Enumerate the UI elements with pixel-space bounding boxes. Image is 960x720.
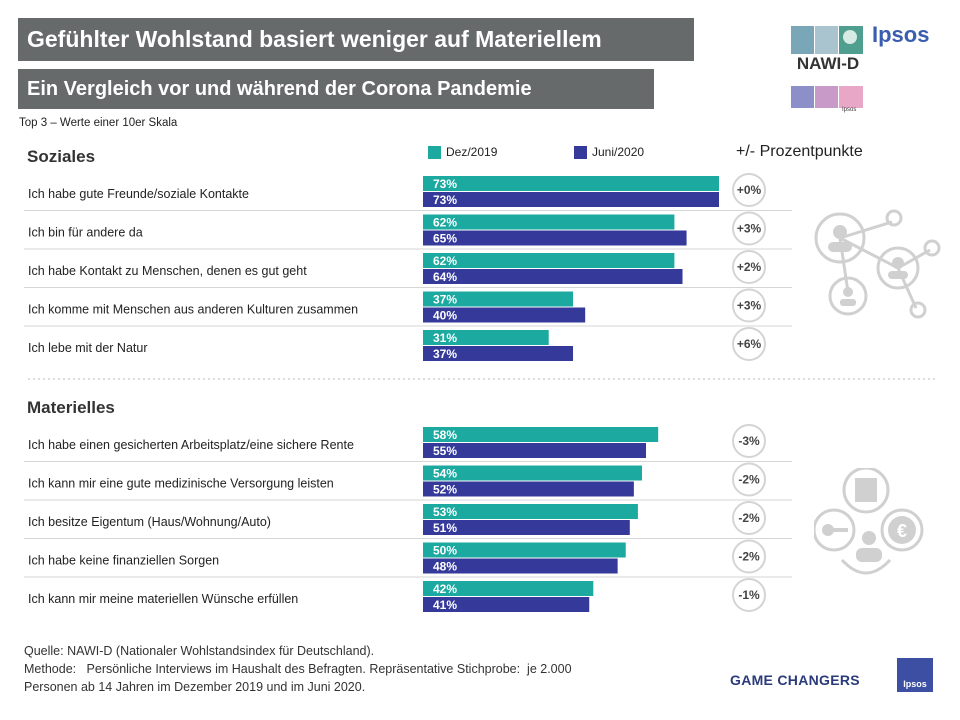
social-network-icon: [814, 209, 941, 319]
bar: [423, 558, 618, 574]
bar-value-label: 52%: [433, 483, 457, 497]
bar-value-label: 58%: [433, 428, 457, 442]
legend-item-dez2019: Dez/2019: [428, 145, 497, 159]
change-badge: [732, 578, 766, 612]
bar-value-label: 51%: [433, 521, 457, 535]
change-badge: [732, 539, 766, 574]
section-title: Soziales: [27, 147, 96, 166]
change-value: +0%: [737, 183, 762, 197]
bar-value-label: 37%: [433, 293, 457, 307]
bar: [423, 269, 683, 284]
bar: [423, 230, 687, 246]
change-badge: [732, 501, 766, 535]
change-value: +3%: [737, 222, 762, 236]
change-value: -2%: [738, 550, 760, 564]
category-label: Ich komme mit Menschen aus anderen Kultu…: [28, 303, 358, 317]
legend-swatch: [574, 145, 587, 159]
change-column-header: +/- Prozentpunkte: [736, 143, 863, 160]
bar: [423, 465, 642, 481]
material-assets-icon: € €: [814, 468, 924, 575]
scale-note: Top 3 – Werte einer 10er Skala: [19, 117, 178, 129]
change-badge: [732, 462, 766, 497]
change-badge: [732, 173, 766, 207]
bar: [423, 427, 659, 442]
method-line: Methode: Persönliche Interviews im Haush…: [24, 662, 572, 676]
category-label: Ich kann mir eine gute medizinische Vers…: [28, 477, 334, 491]
category-label: Ich habe einen gesicherten Arbeitsplatz/…: [28, 438, 354, 452]
bar-value-label: 54%: [433, 467, 457, 481]
change-value: -2%: [738, 473, 760, 487]
page-title: Gefühlter Wohlstand basiert weniger auf …: [18, 18, 694, 61]
source-note: Quelle: NAWI-D (Nationaler Wohlstandsind…: [24, 642, 572, 696]
change-value: +3%: [737, 299, 762, 313]
change-value: -1%: [738, 588, 760, 602]
legend-swatch: [428, 145, 441, 159]
bar: [423, 176, 719, 191]
bar-value-label: 50%: [433, 544, 457, 558]
category-label: Ich kann mir meine materiellen Wünsche e…: [28, 592, 298, 606]
bar: [423, 291, 574, 307]
bar-value-label: 42%: [433, 582, 457, 596]
bar-value-label: 64%: [433, 270, 457, 284]
bar-value-label: 73%: [433, 193, 457, 207]
bar: [423, 346, 574, 361]
bar-value-label: 55%: [433, 444, 457, 458]
bar-value-label: 62%: [433, 254, 457, 268]
page-subtitle: Ein Vergleich vor und während der Corona…: [18, 69, 654, 109]
bar: [423, 520, 630, 535]
change-value: +6%: [737, 337, 762, 351]
change-value: -2%: [738, 511, 760, 525]
bar-value-label: 40%: [433, 309, 457, 323]
sample-line: Personen ab 14 Jahren im Dezember 2019 u…: [24, 680, 366, 694]
bar: [423, 597, 590, 612]
category-label: Ich besitze Eigentum (Haus/Wohnung/Auto): [28, 515, 271, 529]
bar: [423, 542, 626, 558]
bar: [423, 481, 634, 497]
category-label: Ich habe Kontakt zu Menschen, denen es g…: [28, 264, 307, 278]
bar: [423, 214, 675, 230]
legend-item-juni2020: Juni/2020: [574, 145, 644, 159]
bar: [423, 330, 549, 345]
change-badge: [732, 327, 766, 361]
bar: [423, 443, 647, 458]
bar-value-label: 31%: [433, 331, 457, 345]
bar: [423, 192, 719, 207]
change-value: -3%: [738, 434, 760, 448]
tagline: GAME CHANGERS: [730, 672, 860, 688]
ipsos-badge-label: Ipsos: [903, 679, 927, 689]
bar: [423, 581, 594, 596]
category-label: Ich lebe mit der Natur: [28, 341, 148, 355]
source-line: Quelle: NAWI-D (Nationaler Wohlstandsind…: [24, 644, 375, 658]
change-badge: [732, 250, 766, 284]
category-label: Ich habe keine finanziellen Sorgen: [28, 554, 219, 568]
svg-text:€: €: [897, 521, 907, 541]
category-label: Ich bin für andere da: [28, 226, 143, 240]
bar-value-label: 53%: [433, 505, 457, 519]
bar: [423, 253, 675, 268]
change-badge: [732, 211, 766, 246]
bar-value-label: 73%: [433, 177, 457, 191]
bar-value-label: 62%: [433, 216, 457, 230]
bar-value-label: 41%: [433, 598, 457, 612]
ipsos-logo: Ipsos: [872, 22, 930, 47]
nawi-d-wordmark: NAWI-D: [796, 54, 860, 73]
legend-label: Dez/2019: [446, 145, 498, 159]
bar: [423, 504, 638, 519]
change-value: +2%: [737, 260, 762, 274]
change-badge: [732, 424, 766, 458]
bar-chart: Ich habe gute Freunde/soziale Kontakte 73…: [24, 173, 935, 612]
bar: [423, 307, 586, 323]
nawi-ipsos-small: Ipsos: [842, 107, 857, 113]
legend-label: Juni/2020: [592, 145, 645, 159]
bar-value-label: 37%: [433, 347, 457, 361]
nawi-d-logo: [791, 26, 863, 108]
change-badge: [732, 288, 766, 323]
category-label: Ich habe gute Freunde/soziale Kontakte: [28, 187, 249, 201]
ipsos-badge: Ipsos: [897, 658, 933, 692]
bar-value-label: 65%: [433, 232, 457, 246]
section-title: Materielles: [27, 398, 115, 417]
bar-value-label: 48%: [433, 560, 457, 574]
